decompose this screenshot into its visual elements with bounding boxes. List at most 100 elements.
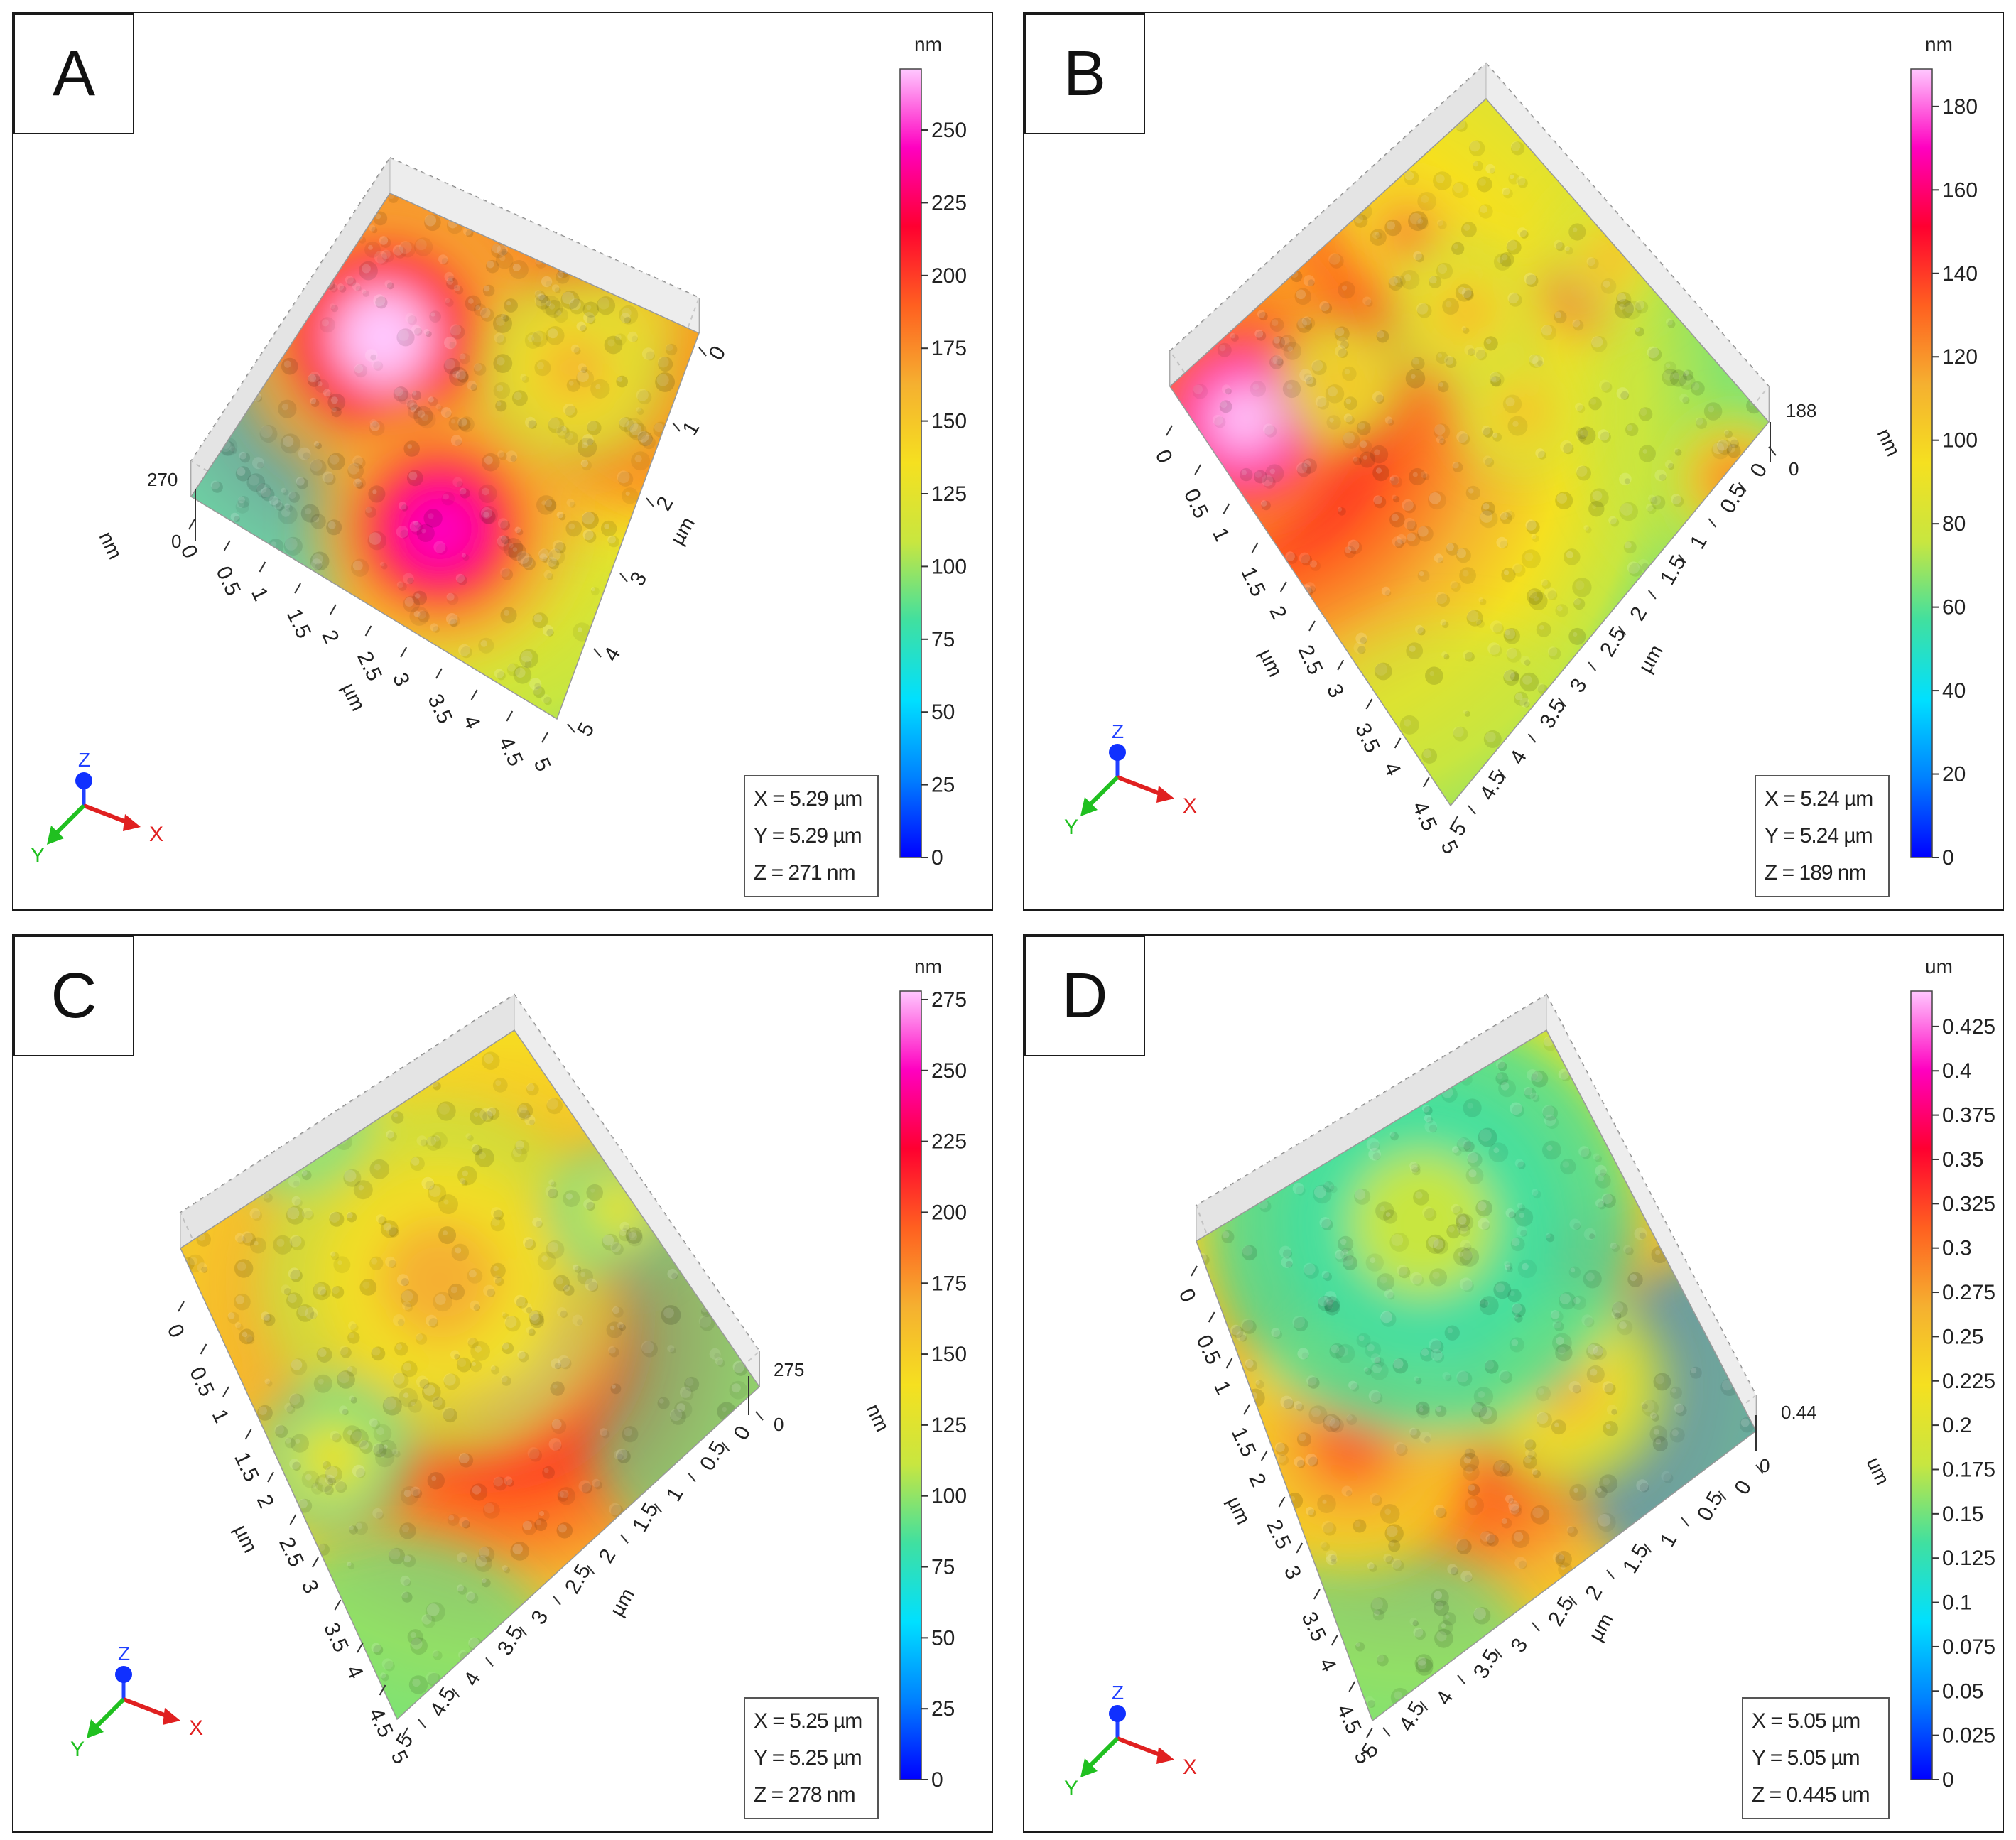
surface-highlight bbox=[230, 512, 239, 521]
surface-grain bbox=[1416, 1401, 1430, 1416]
surface-grain bbox=[543, 696, 552, 705]
surface-grain bbox=[310, 399, 320, 407]
surface-highlight bbox=[493, 1275, 502, 1284]
surface-highlight bbox=[500, 567, 510, 578]
surface-grain bbox=[1276, 358, 1284, 366]
surface-highlight bbox=[1415, 624, 1424, 634]
surface-grain bbox=[1460, 1452, 1480, 1472]
surface-highlight bbox=[1593, 1153, 1600, 1160]
surface-grain bbox=[400, 1289, 418, 1307]
surface-grain bbox=[1370, 1597, 1389, 1615]
surface-highlight bbox=[1315, 396, 1327, 407]
surface-grain bbox=[391, 1111, 404, 1124]
colorbar-tick-label: 0 bbox=[1942, 1768, 1954, 1792]
surface-grain bbox=[1296, 318, 1313, 333]
surface-grain bbox=[315, 1474, 334, 1493]
surface-grain bbox=[1261, 500, 1271, 511]
surface-highlight bbox=[1671, 1429, 1679, 1436]
surface-highlight bbox=[561, 426, 567, 431]
surface-grain bbox=[249, 1237, 266, 1254]
surface-highlight bbox=[526, 1083, 535, 1091]
surface-highlight bbox=[1532, 1468, 1538, 1475]
surface-highlight bbox=[1407, 533, 1416, 542]
surface-grain bbox=[1456, 1213, 1470, 1228]
surface-highlight bbox=[1524, 1456, 1532, 1463]
surface-highlight bbox=[318, 1378, 324, 1385]
surface-grain bbox=[1524, 1439, 1537, 1451]
surface-highlight bbox=[353, 478, 362, 487]
surface-grain bbox=[1459, 567, 1476, 584]
surface-highlight bbox=[1554, 1422, 1559, 1427]
surface-highlight bbox=[1381, 586, 1391, 596]
surface-grain bbox=[1367, 1700, 1376, 1708]
triad-x-arrow bbox=[1116, 775, 1165, 797]
surface-highlight bbox=[698, 1315, 712, 1328]
surface-grain bbox=[1302, 316, 1316, 330]
surface-highlight bbox=[1524, 272, 1537, 285]
surface-highlight bbox=[284, 538, 298, 551]
surface-highlight bbox=[1341, 1485, 1353, 1497]
surface-grain bbox=[492, 1077, 508, 1093]
surface-grain bbox=[546, 1240, 565, 1259]
surface-grain bbox=[1465, 485, 1480, 501]
surface-highlight bbox=[1541, 1105, 1554, 1117]
surface-grain bbox=[1571, 1295, 1587, 1310]
surface-highlight bbox=[558, 1524, 567, 1533]
surface-grain bbox=[1529, 354, 1543, 369]
surface-highlight bbox=[1447, 1564, 1458, 1574]
surface-highlight bbox=[428, 513, 434, 519]
surface-highlight bbox=[1433, 1239, 1444, 1250]
surface-highlight bbox=[1728, 445, 1735, 453]
surface-grain bbox=[280, 433, 300, 454]
surface-grain bbox=[1393, 496, 1400, 503]
surface-grain bbox=[382, 1396, 402, 1416]
surface-highlight bbox=[502, 1343, 509, 1350]
surface-highlight bbox=[1409, 1272, 1423, 1284]
surface-grain bbox=[1338, 1235, 1354, 1252]
surface-grain bbox=[1304, 1263, 1319, 1279]
surface-grain bbox=[1338, 348, 1348, 358]
surface-highlight bbox=[1463, 709, 1468, 715]
surface-highlight bbox=[657, 356, 669, 368]
surface-highlight bbox=[641, 1341, 654, 1353]
surface-grain bbox=[350, 1397, 357, 1404]
surface-highlight bbox=[1627, 561, 1640, 574]
surface-highlight bbox=[1499, 1370, 1510, 1381]
surface-grain bbox=[1301, 1352, 1309, 1360]
surface-grain bbox=[493, 381, 511, 399]
surface-highlight bbox=[426, 1314, 438, 1327]
surface-highlight bbox=[1328, 253, 1340, 265]
surface-grain bbox=[410, 1637, 428, 1655]
surface-highlight bbox=[509, 543, 514, 548]
surface-highlight bbox=[362, 264, 371, 274]
surface-highlight bbox=[284, 503, 291, 509]
surface-highlight bbox=[358, 1185, 364, 1191]
surface-grain bbox=[255, 395, 262, 402]
surface-highlight bbox=[1409, 1164, 1419, 1174]
surface-highlight bbox=[1575, 580, 1585, 590]
surface-highlight bbox=[484, 1503, 495, 1514]
surface-highlight bbox=[1467, 1152, 1478, 1164]
surface-grain bbox=[1329, 254, 1344, 269]
surface-grain bbox=[403, 595, 420, 613]
surface-highlight bbox=[467, 380, 477, 391]
surface-grain bbox=[1481, 501, 1495, 516]
surface-highlight bbox=[401, 1525, 410, 1532]
surface-grain bbox=[1473, 1607, 1491, 1625]
surface-grain bbox=[401, 1360, 418, 1378]
surface-highlight bbox=[667, 1345, 675, 1353]
surface-grain bbox=[356, 1468, 366, 1478]
y-tick-mark bbox=[1617, 625, 1627, 636]
surface-highlight bbox=[394, 387, 403, 396]
surface-highlight bbox=[1463, 1140, 1472, 1149]
surface-grain bbox=[1421, 748, 1438, 764]
dimension-x: X = 5.29 µm bbox=[754, 787, 862, 811]
surface-grain bbox=[1492, 623, 1504, 634]
surface-highlight bbox=[546, 1098, 558, 1110]
surface-highlight bbox=[1393, 275, 1402, 283]
surface-grain bbox=[237, 1235, 246, 1245]
surface-highlight bbox=[709, 1348, 721, 1360]
surface-highlight bbox=[379, 561, 385, 567]
surface-highlight bbox=[1605, 1424, 1611, 1429]
surface-highlight bbox=[1416, 303, 1429, 315]
